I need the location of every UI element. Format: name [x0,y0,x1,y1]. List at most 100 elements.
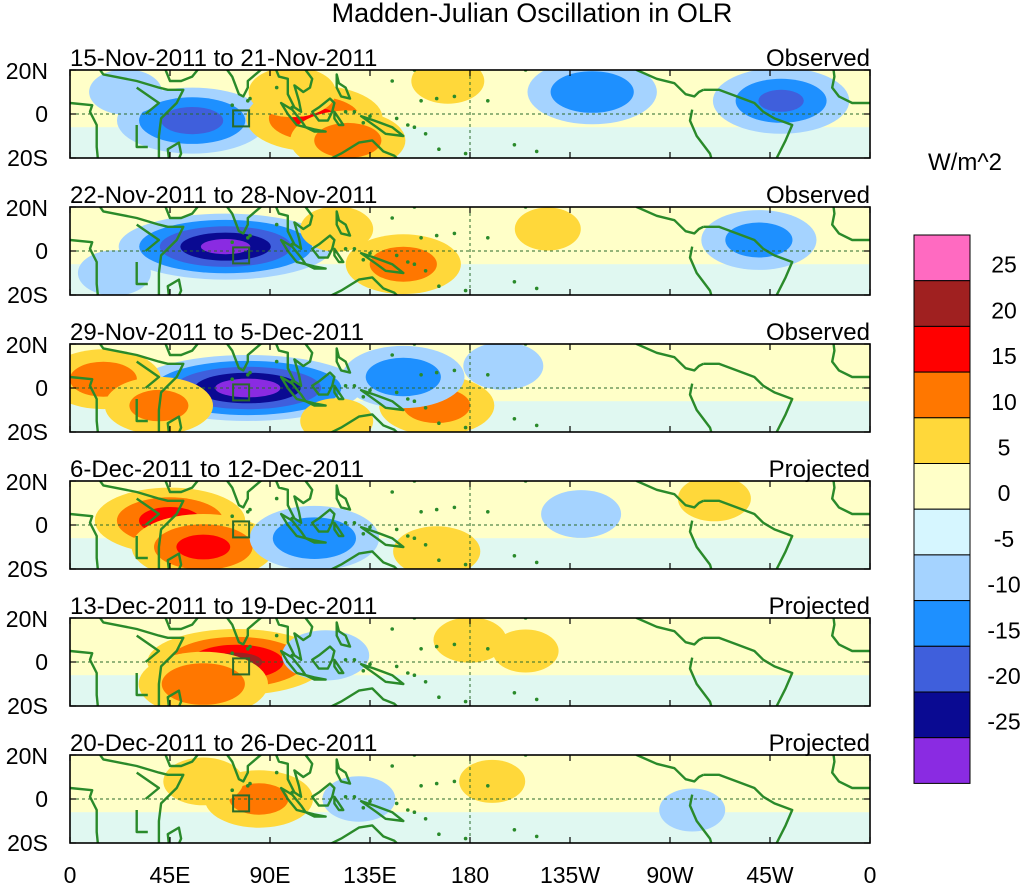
coastline-5-15 [135,673,148,697]
anomaly-3-6-level-1 [677,481,751,522]
island-1-3 [274,85,279,90]
coastline-2-6 [333,247,345,264]
coastline-6-7 [359,800,405,823]
island-1-18 [486,99,490,103]
panel-4: 6-Dec-2011 to 12-Dec-2011 Projected 20N 0 20… [6,456,871,582]
coastline-3-16 [136,360,161,389]
island-3-2 [230,377,234,382]
anomaly-1-5-level-1 [77,250,151,295]
coastline-4-5 [311,508,336,533]
colorbar-label-5: 0 [998,480,1011,506]
coastline-5-0 [98,618,185,706]
colorbar-label-6: -5 [994,526,1014,552]
island-2-5 [343,247,348,251]
coastline-6-13 [831,755,870,790]
xtick-label-3: 135E [343,862,397,887]
coastline-4-10 [634,481,704,509]
coastline-2-4 [304,263,327,270]
island-4-13 [463,562,468,567]
coastline-5-17 [166,689,183,706]
island-4-0 [248,507,252,512]
island-3-17 [390,353,395,357]
coastline-5-1 [164,618,200,631]
coastline-2-14 [70,238,100,295]
panel-6: 20-Dec-2011 to 26-Dec-2011 Projected 20N 0 2… [6,730,871,856]
island-5-2 [230,651,234,655]
island-3-5 [343,384,348,388]
coastline-1-0 [98,70,185,158]
coastline-6-2 [225,755,314,798]
island-6-1 [246,784,250,788]
colorbar-label-10: -25 [987,709,1020,735]
xtick-label-7: 45W [746,862,794,887]
coastline-6-5 [311,782,336,807]
island-1-1 [246,99,250,103]
island-4-16 [419,510,423,514]
island-4-14 [452,505,457,510]
coastline-3-17 [166,415,183,432]
chart-title: Madden-Julian Oscillation in OLR [332,0,733,28]
coastline-1-5 [311,97,336,122]
coastline-6-14 [70,786,100,843]
colorbar-box-3 [913,371,971,419]
coastline-2-5 [311,234,336,259]
panel-status-6: Projected [769,730,870,757]
island-2-12 [437,284,441,289]
panel-4-ytick-label-20S: 20S [7,556,48,582]
coastline-2-16 [136,223,161,252]
island-6-7 [368,799,372,803]
coastline-3-10 [634,344,704,372]
island-5-9 [406,671,410,675]
island-3-8 [394,390,399,395]
anomaly-2-0-level-5 [215,378,281,398]
island-3-10 [412,399,417,404]
island-3-6 [352,384,357,388]
panel-3-ytick-label-20N: 20N [6,332,48,358]
island-4-19 [512,554,517,558]
island-5-1 [246,647,250,651]
panel-status-5: Projected [769,593,870,620]
island-1-23 [361,121,366,125]
colorbar-box-4 [913,417,971,464]
island-6-14 [452,779,457,784]
island-1-15 [434,96,439,101]
coastline-2-15 [135,262,148,286]
island-5-18 [486,647,490,651]
island-4-11 [423,543,428,547]
island-2-1 [246,236,250,240]
island-1-2 [230,103,234,107]
coastline-3-13 [831,344,870,379]
island-4-4 [290,516,295,521]
coastline-1-11 [688,109,713,158]
colorbar-label-4: 5 [998,435,1011,461]
island-1-16 [419,99,423,103]
coastline-4-2 [225,481,314,524]
coastline-4-13 [831,481,870,516]
island-4-12 [437,558,441,562]
coastline-6-1 [164,755,200,768]
island-3-11 [423,406,428,410]
colorbar-label-3: 10 [991,389,1017,415]
coastline-2-17 [166,278,183,295]
colorbar: 25 20 15 10 5 0 -5 -10 -15 -20 -25 [913,234,1021,784]
coastline-5-12 [703,636,794,706]
island-4-18 [486,510,490,514]
colorbar-box-0 [913,234,971,282]
island-2-8 [394,253,399,258]
island-4-20 [534,560,539,565]
coastline-2-1 [164,207,200,220]
xtick-label-2: 90E [250,862,291,887]
island-1-17 [390,79,395,83]
coastline-2-0 [98,207,185,295]
island-1-14 [452,94,457,99]
coastline-1-15 [135,125,148,149]
coastline-4-17 [166,552,183,569]
island-2-11 [423,269,428,273]
island-3-0 [248,370,252,375]
anomaly-2-4-level-2 [365,357,441,397]
colorbar-units: W/m^2 [928,149,1002,176]
anomaly-0-2-level-2 [314,122,382,158]
anomaly-0-3-level-1 [248,70,336,118]
panel-date-range-1: 15-Nov-2011 to 21-Nov-2011 [70,45,377,72]
panel-status-2: Observed [766,182,870,209]
